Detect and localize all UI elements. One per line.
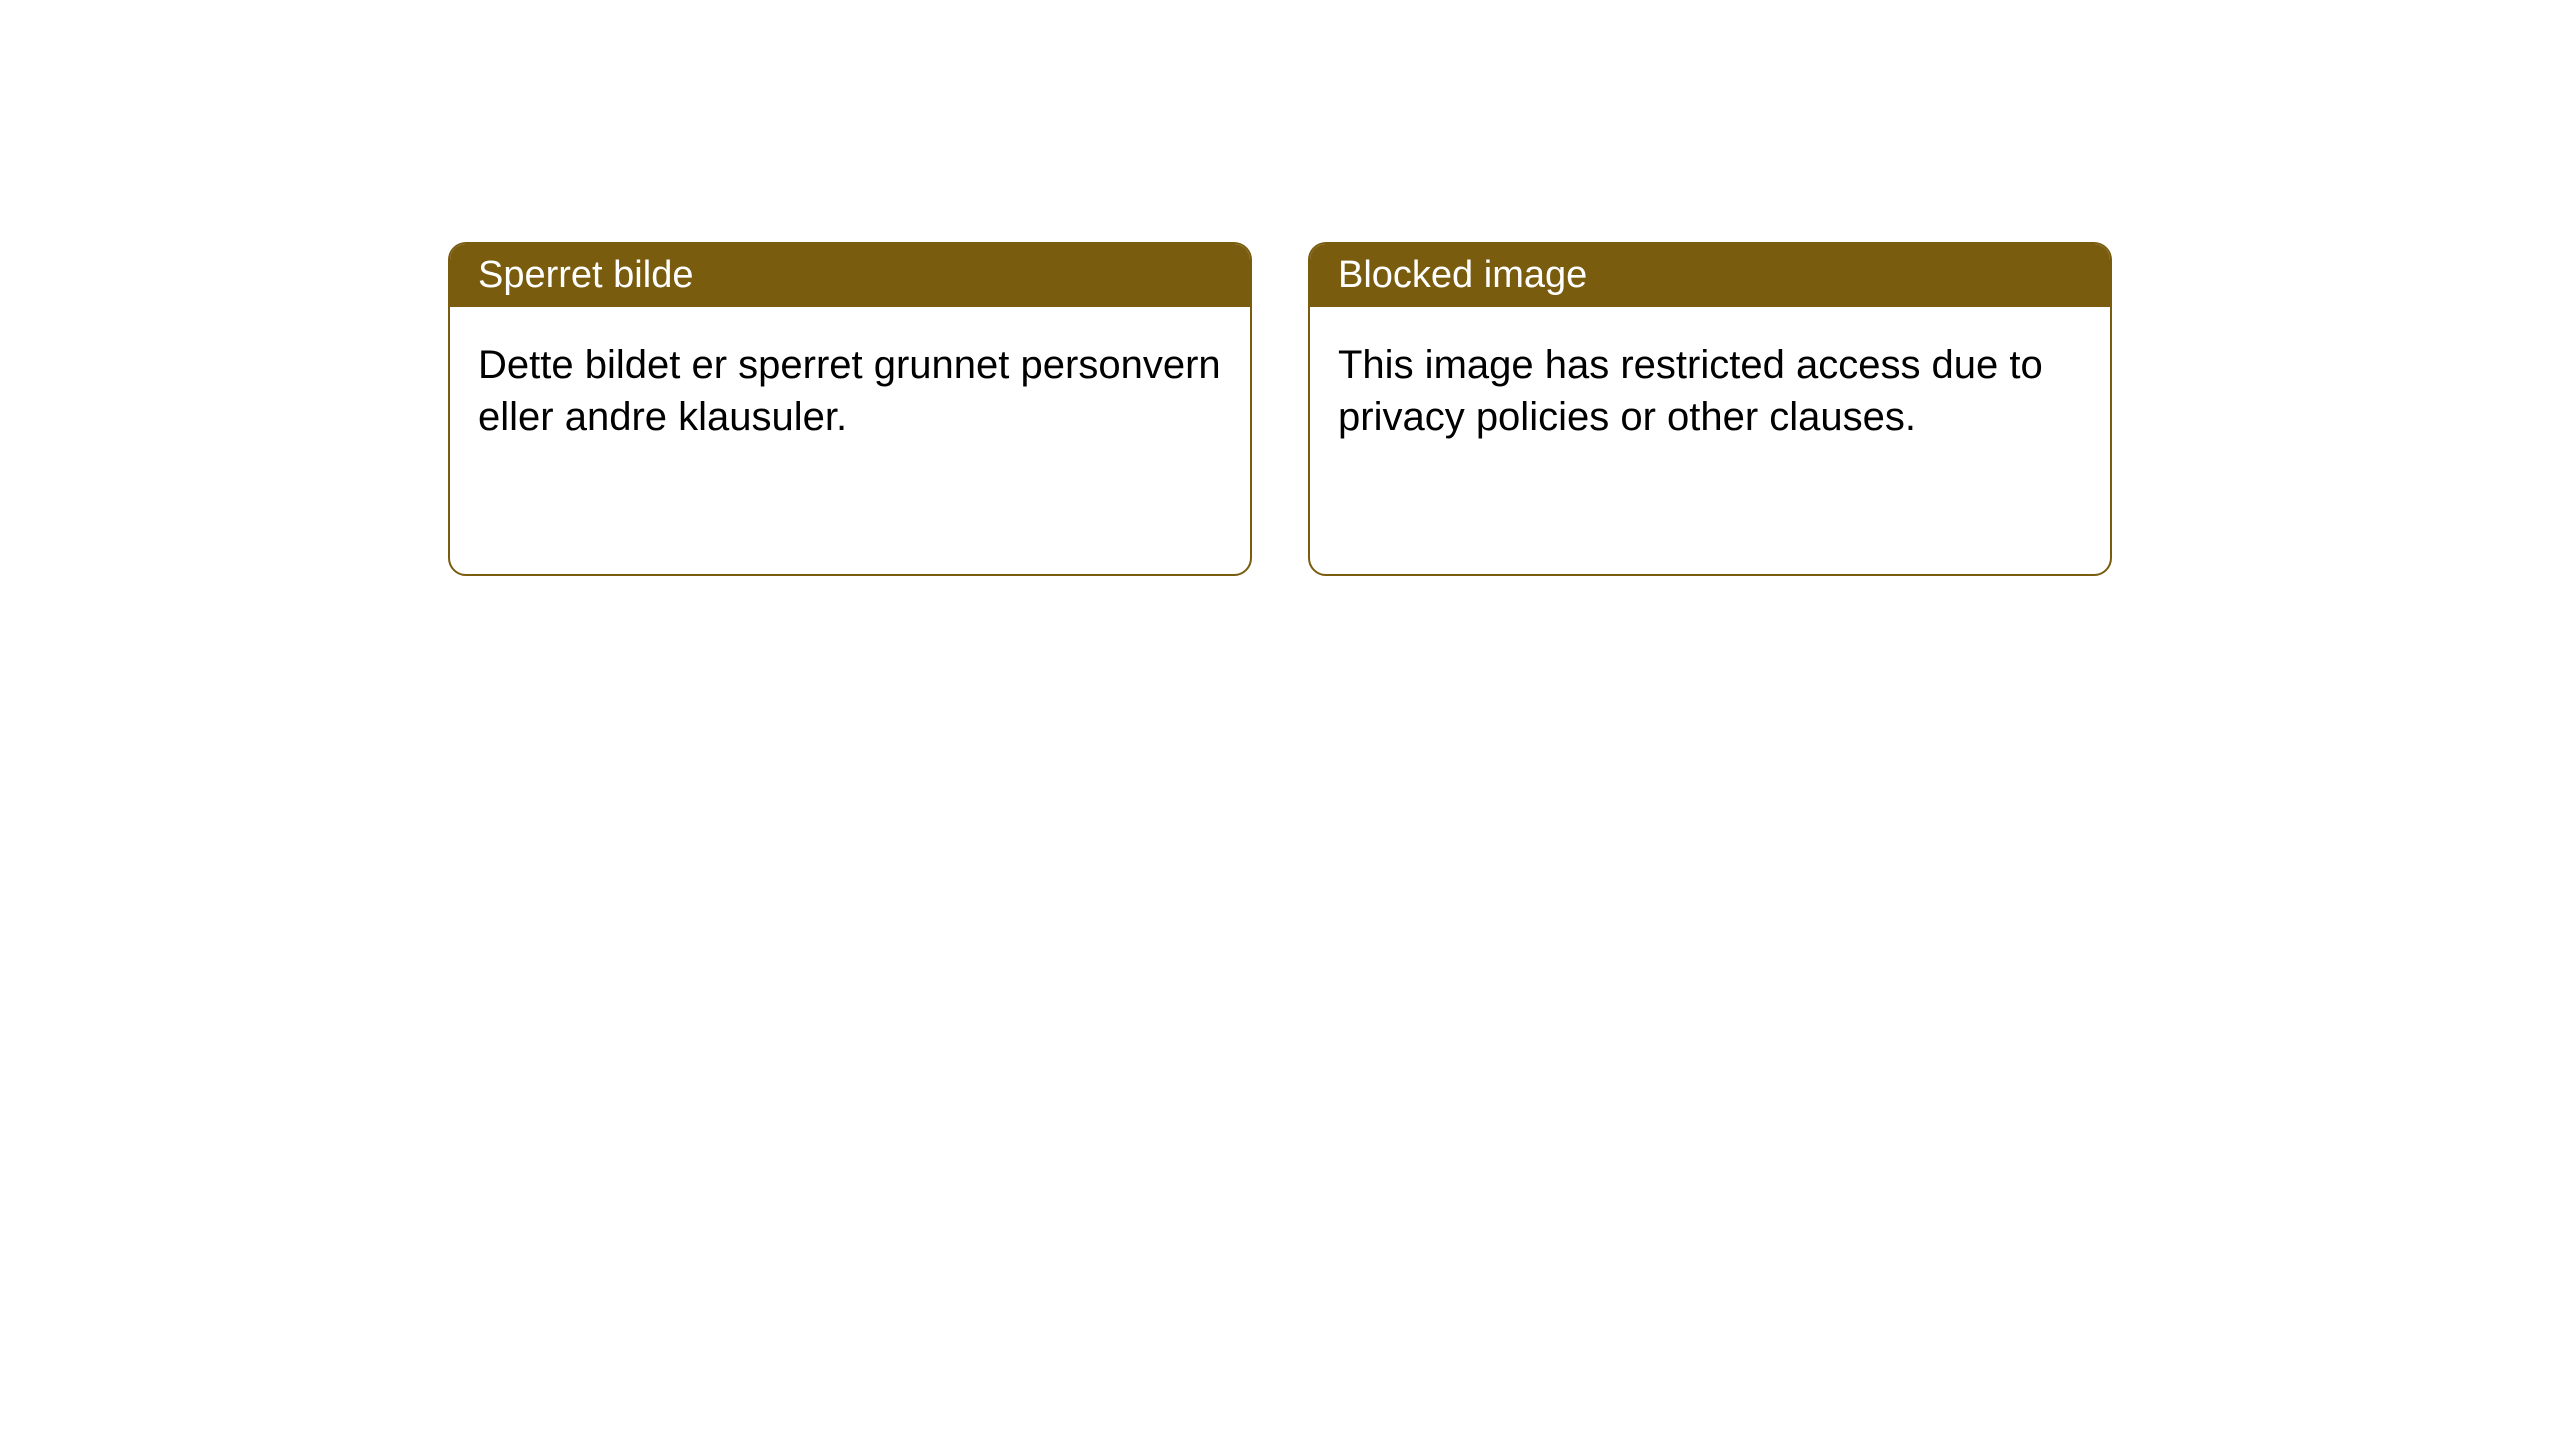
- notice-container: Sperret bilde Dette bildet er sperret gr…: [448, 242, 2112, 576]
- notice-title: Blocked image: [1310, 244, 2110, 307]
- notice-body: Dette bildet er sperret grunnet personve…: [450, 307, 1250, 475]
- notice-title: Sperret bilde: [450, 244, 1250, 307]
- notice-card-norwegian: Sperret bilde Dette bildet er sperret gr…: [448, 242, 1252, 576]
- notice-body: This image has restricted access due to …: [1310, 307, 2110, 475]
- notice-card-english: Blocked image This image has restricted …: [1308, 242, 2112, 576]
